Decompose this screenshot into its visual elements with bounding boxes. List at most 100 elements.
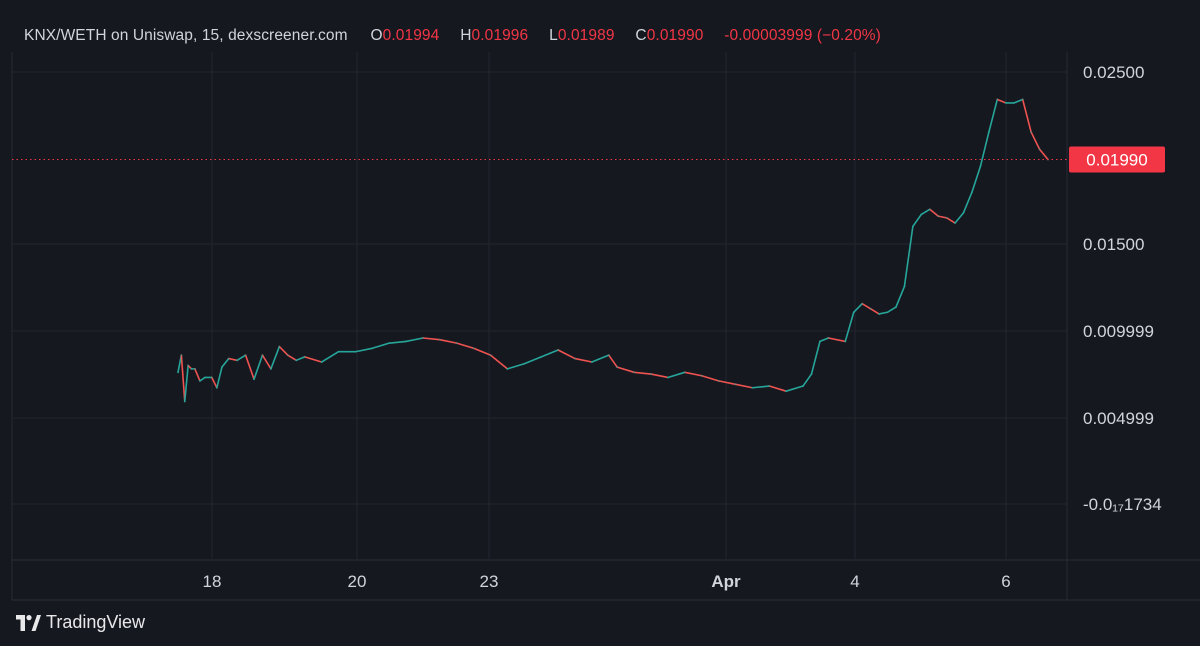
price-point	[438, 338, 441, 341]
price-segment	[194, 368, 201, 382]
branding-text: TradingView	[46, 612, 146, 632]
price-segment	[210, 376, 218, 389]
price-segment	[962, 191, 973, 214]
price-segment	[261, 354, 272, 370]
price-point	[911, 225, 914, 228]
price-point	[405, 340, 407, 343]
price-point	[878, 313, 880, 315]
price-point	[574, 357, 576, 360]
price-segment	[717, 380, 737, 386]
price-point	[802, 385, 804, 387]
price-segment	[320, 350, 340, 363]
price-point	[717, 379, 720, 382]
price-point	[1013, 101, 1016, 104]
x-tick-label: Apr	[711, 572, 741, 591]
price-segment	[844, 311, 855, 343]
price-segment	[945, 217, 956, 224]
price-point	[827, 337, 830, 339]
price-segment	[270, 345, 281, 370]
price-point	[199, 379, 201, 382]
price-segment	[472, 347, 492, 356]
y-tick-label: -0.0₁₇1734	[1083, 495, 1162, 514]
price-point	[388, 342, 391, 345]
price-change: -0.00003999 (−0.20%)	[724, 27, 881, 44]
price-point	[180, 354, 183, 357]
high-label: H	[460, 27, 472, 44]
price-point	[177, 371, 179, 374]
price-segment	[591, 354, 610, 363]
price-segment	[827, 337, 847, 343]
price-point	[489, 354, 492, 357]
price-segment	[785, 385, 804, 392]
price-point	[869, 307, 872, 310]
price-segment	[768, 385, 787, 392]
price-point	[920, 213, 923, 216]
price-point	[861, 302, 864, 305]
price-point	[261, 354, 264, 357]
price-segment	[878, 311, 889, 315]
price-segment	[405, 337, 424, 343]
price-segment	[557, 349, 576, 360]
price-point	[210, 376, 213, 379]
price-point	[979, 165, 982, 168]
price-segment	[1030, 131, 1041, 151]
price-point	[962, 211, 965, 214]
price-segment	[700, 374, 720, 382]
price-point	[204, 376, 206, 379]
price-segment	[954, 211, 965, 224]
price-point	[996, 98, 999, 101]
price-point	[852, 311, 855, 314]
price-point	[633, 371, 636, 374]
price-segment	[683, 371, 703, 377]
last-price-label: 0.01990	[1086, 151, 1147, 170]
price-segment	[912, 213, 923, 228]
price-segment	[928, 208, 939, 217]
price-point	[734, 383, 737, 386]
price-segment	[861, 302, 872, 310]
price-segment	[303, 356, 323, 363]
price-point	[700, 374, 703, 377]
price-point	[886, 311, 889, 314]
price-point	[295, 359, 298, 362]
price-segment	[278, 345, 289, 356]
price-segment	[180, 354, 186, 403]
price-segment	[996, 98, 1007, 104]
price-segment	[354, 347, 374, 353]
price-point	[303, 355, 306, 358]
price-point	[954, 222, 956, 224]
close-value: 0.01990	[646, 27, 704, 44]
price-point	[506, 367, 509, 370]
price-point	[937, 215, 940, 218]
price-segment	[819, 337, 830, 343]
close-label: C	[635, 27, 647, 44]
price-segment	[979, 131, 990, 168]
price-point	[455, 342, 458, 345]
price-point	[607, 354, 610, 357]
grid	[11, 52, 1200, 601]
price-point	[987, 131, 990, 133]
price-segment	[650, 373, 669, 379]
price-point	[523, 362, 526, 365]
tradingview-logo-icon	[16, 614, 41, 631]
price-point	[270, 367, 272, 370]
open-value: 0.01994	[382, 27, 440, 44]
price-point	[236, 359, 239, 362]
price-segment	[221, 357, 230, 368]
price-segment	[295, 356, 306, 362]
price-point	[320, 361, 323, 363]
price-segment	[920, 208, 931, 216]
price-segment	[540, 349, 559, 358]
price-point	[215, 386, 218, 389]
price-point	[844, 340, 847, 343]
price-point	[371, 347, 374, 350]
price-segment	[523, 356, 543, 365]
price-point	[193, 367, 196, 370]
price-segment	[506, 362, 526, 370]
price-point	[278, 345, 281, 348]
low-value: 0.01989	[557, 27, 615, 44]
price-point	[190, 367, 193, 370]
tradingview-branding[interactable]: TradingView	[16, 612, 145, 633]
price-point	[1021, 98, 1024, 101]
price-segment	[253, 354, 264, 380]
